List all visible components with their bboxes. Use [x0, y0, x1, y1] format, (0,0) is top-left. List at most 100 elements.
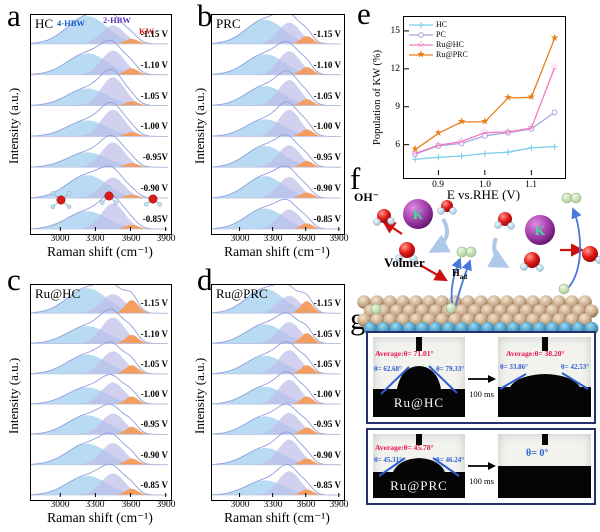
panel-d-xlabel: Raman shift (cm⁻¹) — [224, 510, 330, 525]
left-angle-label: θ= 33.86° — [500, 363, 528, 371]
panel-b-spectra — [211, 9, 341, 231]
dispensing-needle-icon — [416, 337, 422, 351]
voltage-label: -0.85 V — [140, 480, 168, 490]
voltage-label: -1.15 V — [140, 298, 168, 308]
panel-e-plot: ☆ ☆ ☆ ☆ ☆ ☆ ☆ ★ ★ ★ ★ ★ ★ ★ HC PC ☆ Ru@HC ★ Ru@PRC 6 9 12 15 0… — [391, 16, 566, 190]
legend-item-HC: HC — [409, 20, 468, 30]
panel-b-title: PRC — [216, 16, 241, 31]
x-tick-label: 3000 — [50, 234, 70, 244]
x-tick-label: 3000 — [230, 500, 250, 510]
x-tick-label: 3300 — [263, 500, 283, 510]
right-angle-label: θ= 46.24° — [436, 456, 464, 464]
svg-text:★: ★ — [527, 92, 536, 103]
x-tick-label: 3000 — [230, 234, 250, 244]
x-tick-label: 3900 — [156, 500, 176, 510]
ruhc-before-droplet — [373, 365, 465, 417]
y-tick-label: 9 — [395, 102, 400, 112]
panel-b-xlabel: Raman shift (cm⁻¹) — [224, 244, 330, 259]
voltage-label: -1.05 V — [140, 359, 168, 369]
x-tick-label: 3300 — [85, 234, 105, 244]
svg-text:☆: ☆ — [411, 148, 420, 159]
ruprc-after-droplet — [498, 466, 591, 498]
guide-arrow-icon — [428, 217, 451, 253]
transition-time-label: 100 ms — [469, 476, 494, 486]
svg-text:☆: ☆ — [504, 127, 513, 138]
panel-c-xlabel: Raman shift (cm⁻¹) — [47, 510, 153, 525]
legend-label: Ru@HC — [436, 40, 464, 49]
volmer-mechanism-scene: KK — [357, 192, 600, 336]
hydroxide-label: OH⁻ — [354, 190, 380, 204]
h2-molecule-icon — [456, 246, 477, 258]
legend-item-Ru@PRC: ★ Ru@PRC — [409, 50, 468, 60]
catalyst-surface — [357, 295, 599, 336]
avg-angle-label: Average:θ= 38.20° — [506, 349, 565, 358]
x-tick-label: 3900 — [329, 500, 349, 510]
panel-letter-e: e — [357, 0, 371, 31]
water-molecule-icon — [395, 242, 418, 263]
panel-e-legend: HC PC ☆ Ru@HC ★ Ru@PRC — [409, 20, 468, 60]
x-tick-label: 3000 — [50, 500, 70, 510]
panel-a-title: HC — [35, 16, 54, 31]
x-tick-label: 3900 — [156, 234, 176, 244]
guide-arrow-icon — [487, 237, 510, 268]
voltage-label: -1.05 V — [313, 329, 341, 339]
x-tick-label: 3600 — [296, 234, 316, 244]
sample-name: Ru@HC — [393, 395, 445, 410]
y-tick-label: 12 — [390, 64, 401, 74]
voltage-label: -0.95V — [142, 152, 168, 162]
water-molecule-icon — [373, 209, 395, 226]
panel-letter-f: f — [350, 161, 361, 196]
red-arrow-icon — [419, 264, 448, 282]
legend-label: Ru@PRC — [436, 50, 468, 59]
panel-d-spectra — [211, 282, 341, 497]
voltage-label: -1.10 V — [140, 60, 168, 70]
panel-letter-b: b — [197, 0, 213, 33]
ruprc-before-droplet — [373, 457, 465, 498]
panel-a-xlabel: Raman shift (cm⁻¹) — [47, 244, 153, 259]
water-molecule-icon — [50, 191, 72, 209]
right-angle-label: θ= 42.53° — [561, 363, 589, 371]
panel-a-spectra — [30, 10, 168, 231]
x-tick-label: 0.9 — [432, 180, 444, 190]
potassium-ion-icon: K — [403, 199, 433, 229]
contact-angle-box-ruprc: Average:θ= 45.78° θ= 45.31° θ= 46.24° Ru… — [366, 428, 596, 505]
x-tick-label: 1.1 — [525, 180, 537, 190]
arrow-right-icon — [467, 375, 496, 383]
flat-angle-label: θ= 0° — [526, 448, 549, 459]
ruprc-after-photo: θ= 0° — [498, 434, 591, 498]
voltage-label: -1.00 V — [313, 389, 341, 399]
transition-time-label: 100 ms — [469, 389, 494, 399]
voltage-label: -1.00 V — [140, 121, 168, 131]
voltage-label: -1.10 V — [140, 329, 168, 339]
band-label-kw: KW — [139, 26, 155, 36]
voltage-label: -1.05 V — [313, 91, 341, 101]
ruhc-before-photo: Average:θ= 71.01° θ= 62.68° θ= 79.33° Ru… — [373, 337, 465, 417]
panel-letter-c: c — [7, 262, 21, 297]
svg-text:★: ★ — [411, 144, 420, 155]
legend-marker-icon: ★ — [409, 50, 433, 60]
h2-release-arrow-icon — [565, 207, 582, 291]
x-tick-label: 3300 — [85, 500, 105, 510]
dispensing-needle-icon — [416, 434, 422, 445]
panel-c-title: Ru@HC — [35, 286, 81, 301]
panel-d-plot: Ru@PRC -1.15 V -1.05 V -1.05 V -1.00 V -0.95… — [211, 282, 349, 510]
panel-d-title: Ru@PRC — [216, 286, 268, 301]
y-tick-label: 15 — [390, 26, 401, 36]
svg-text:☆: ☆ — [550, 62, 559, 73]
voltage-label: -1.00 V — [140, 389, 168, 399]
water-molecule-icon — [437, 200, 457, 215]
right-angle-label: θ= 79.33° — [436, 365, 464, 373]
svg-text:★: ★ — [480, 116, 489, 127]
potassium-label: K — [413, 207, 424, 222]
voltage-label: -1.15 V — [313, 298, 341, 308]
adsorbed-h-icon — [558, 283, 570, 295]
panel-a-ylabel: Intensity (a.u.) — [6, 87, 21, 164]
dispensing-needle-icon — [542, 337, 548, 351]
x-tick-label: 3900 — [329, 234, 349, 244]
voltage-label: -0.90 V — [313, 450, 341, 460]
h2-molecule-icon — [561, 192, 582, 204]
voltage-label: -0.95 V — [313, 419, 341, 429]
legend-marker-icon — [409, 32, 433, 38]
svg-text:★: ★ — [457, 116, 466, 127]
